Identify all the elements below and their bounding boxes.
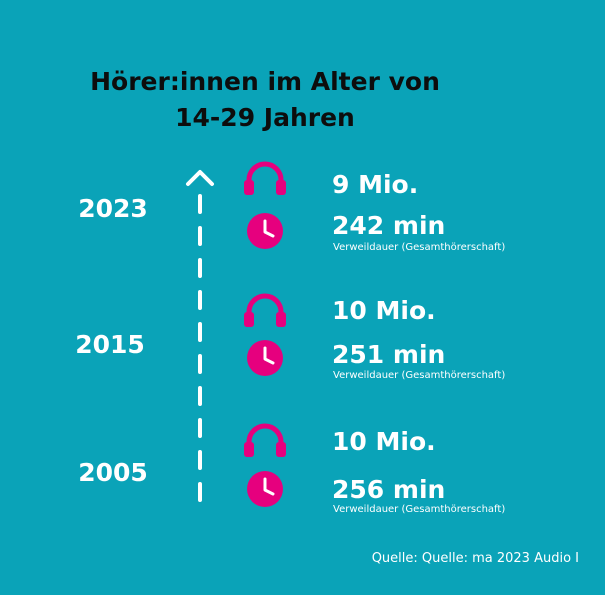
listeners-value-2023: 9 Mio. [332,170,419,199]
duration-value-2023: 242 min [332,211,446,240]
duration-note-2005: Verweildauer (Gesamthörerschaft) [333,504,506,515]
year-label-2023: 2023 [78,194,148,223]
duration-note-2015: Verweildauer (Gesamthörerschaft) [333,370,506,381]
listeners-value-2015: 10 Mio. [332,296,436,325]
listeners-value-2005: 10 Mio. [332,427,436,456]
headphones-icon [244,161,286,195]
headphones-icon [244,423,286,457]
clock-icon [247,340,283,376]
duration-value-2015: 251 min [332,340,446,369]
page-title: Hörer:innen im Alter von 14-29 Jahren [70,64,460,136]
year-label-2005: 2005 [78,458,148,487]
headphones-icon [244,293,286,327]
year-label-2015: 2015 [75,330,145,359]
clock-icon [247,471,283,507]
timeline-arrow-icon [186,170,214,186]
clock-icon [247,213,283,249]
duration-value-2005: 256 min [332,475,446,504]
title-line-1: Hörer:innen im Alter von [90,67,440,96]
title-line-2: 14-29 Jahren [175,103,355,132]
duration-note-2023: Verweildauer (Gesamthörerschaft) [333,242,506,253]
source-note: Quelle: Quelle: ma 2023 Audio I [371,551,579,566]
